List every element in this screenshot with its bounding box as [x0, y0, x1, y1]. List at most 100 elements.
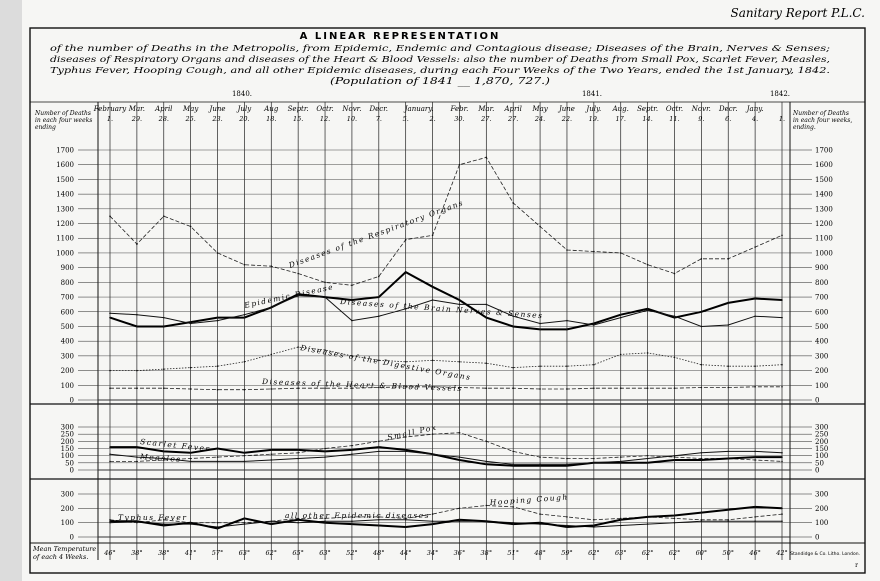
data-point — [646, 387, 649, 390]
month-label: Jany. — [745, 105, 764, 113]
y-tick-label-right: 250 — [815, 431, 828, 439]
data-point — [243, 521, 246, 524]
data-point — [512, 366, 514, 369]
data-point — [189, 460, 192, 463]
data-point — [646, 352, 649, 354]
y-tick-label-right: 300 — [815, 491, 828, 499]
data-point — [781, 460, 783, 463]
data-point — [485, 362, 488, 365]
data-point — [162, 368, 165, 370]
day-label: 6. — [725, 115, 731, 123]
y-tick-label-right: 200 — [815, 367, 828, 375]
data-point — [485, 460, 488, 463]
chart-title: A LINEAR REPRESENTATION — [300, 31, 501, 42]
y-tick-label-right: 900 — [815, 264, 828, 272]
subtitle: of the number of Deaths in the Metropoli… — [50, 44, 830, 87]
data-point — [781, 456, 783, 458]
data-point — [324, 447, 326, 450]
data-point — [458, 299, 461, 301]
data-point — [485, 440, 488, 443]
temperature-value: 44° — [399, 549, 412, 557]
data-point — [754, 456, 756, 458]
data-point — [539, 521, 541, 524]
y-tick-label-left: 250 — [61, 431, 74, 439]
data-point — [458, 431, 461, 434]
data-point — [539, 328, 541, 331]
data-point — [243, 360, 246, 363]
data-point — [673, 454, 676, 457]
day-label: 7. — [376, 115, 382, 123]
temperature-caption: of each 4 Weeks. — [33, 553, 88, 561]
day-label: 23. — [211, 115, 222, 123]
data-point — [431, 299, 434, 301]
data-point — [673, 272, 676, 275]
data-point — [270, 459, 273, 461]
month-label: Novr. — [341, 105, 361, 113]
data-point — [378, 516, 380, 518]
data-point — [512, 387, 514, 390]
data-point — [378, 446, 380, 448]
day-label: 2. — [428, 115, 435, 123]
data-point — [539, 322, 541, 325]
month-label: July. — [584, 105, 601, 113]
data-point — [297, 521, 299, 524]
data-point — [593, 324, 595, 326]
y-tick-label-right: 100 — [815, 519, 828, 527]
day-label: 17. — [616, 115, 626, 123]
data-point — [781, 507, 783, 510]
data-point — [619, 387, 622, 390]
data-point — [189, 457, 192, 460]
data-point — [539, 388, 541, 390]
data-point — [351, 387, 353, 390]
data-point — [700, 452, 703, 454]
day-label: 10. — [347, 115, 357, 123]
day-label: 20. — [238, 115, 249, 123]
data-point — [324, 349, 326, 351]
data-point — [566, 319, 568, 322]
data-point — [297, 294, 299, 297]
month-label: Septr. — [637, 105, 658, 113]
data-point — [646, 454, 649, 457]
data-point — [243, 313, 246, 316]
data-point — [781, 299, 783, 301]
month-label: Febr. — [449, 105, 468, 113]
data-point — [485, 387, 488, 390]
data-point — [700, 519, 703, 521]
data-point — [646, 263, 649, 266]
series-line — [110, 432, 783, 462]
y-tick-label-right: 400 — [815, 338, 828, 346]
data-point — [646, 516, 649, 518]
year-label: 1841. — [582, 90, 602, 98]
data-point — [673, 315, 676, 317]
subtitle-line: diseases of Respiratory Organs and disea… — [50, 55, 830, 65]
data-point — [431, 285, 434, 288]
data-point — [378, 450, 380, 453]
y-tick-label-right: 0 — [815, 397, 819, 405]
y-tick-label-left: 800 — [61, 279, 74, 287]
temperature-value: 63° — [319, 549, 331, 557]
data-point — [485, 303, 488, 306]
series-label: all other Epidemic diseases — [285, 511, 430, 520]
data-point — [593, 526, 595, 528]
data-point — [189, 225, 192, 228]
data-point — [593, 363, 595, 366]
data-point — [619, 353, 622, 356]
data-point — [727, 508, 730, 511]
day-label: 22. — [561, 115, 572, 123]
y-tick-label-left: 300 — [61, 424, 74, 432]
y-tick-label-left: 1300 — [56, 205, 74, 213]
data-point — [404, 308, 407, 310]
data-point — [673, 316, 676, 319]
y-tick-label-right: 150 — [815, 445, 828, 453]
data-point — [404, 517, 407, 520]
y-tick-label-right: 50 — [815, 459, 824, 467]
data-point — [754, 459, 756, 461]
data-point — [485, 504, 488, 507]
data-point — [512, 506, 514, 508]
data-point — [566, 463, 568, 466]
month-label: June — [557, 105, 575, 113]
data-point — [781, 520, 783, 523]
y-tick-label-right: 200 — [815, 438, 828, 446]
temperature-value: 62° — [669, 549, 681, 557]
y-tick-label-left: 1400 — [56, 191, 74, 199]
